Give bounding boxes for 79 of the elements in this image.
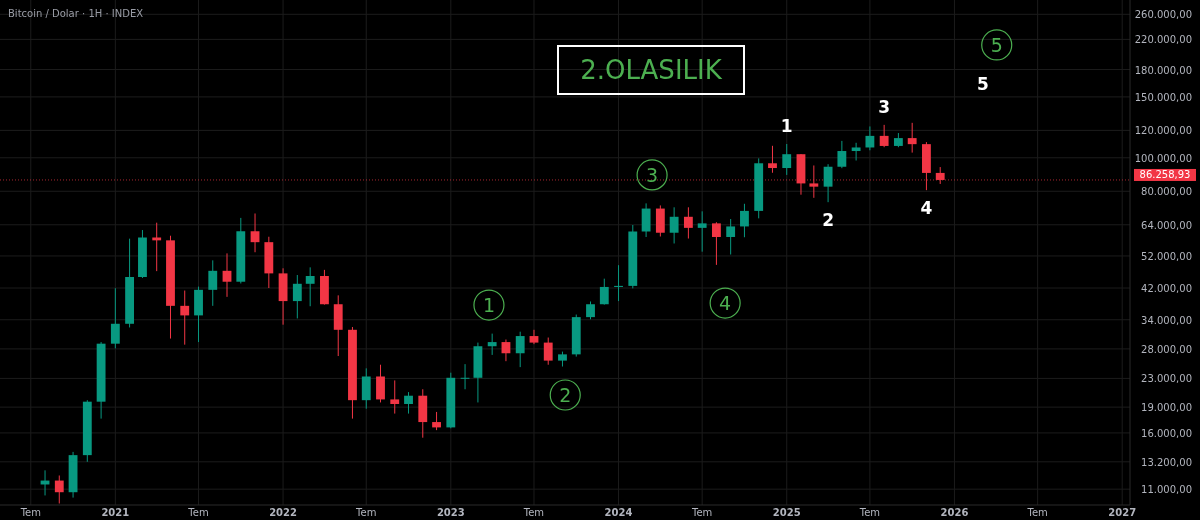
annotation: 5 [990, 33, 1003, 56]
candlestick [614, 264, 623, 302]
candlestick [837, 140, 847, 169]
y-tick-label: 13.200,00 [1141, 456, 1192, 468]
candlestick [292, 274, 302, 319]
annotation: 1 [482, 294, 495, 317]
annotation: 1 [780, 116, 793, 137]
candlestick [907, 122, 917, 154]
y-tick-label: 23.000,00 [1141, 373, 1192, 385]
candlestick [250, 212, 260, 253]
candlestick [599, 278, 609, 306]
y-tick-label: 180.000,00 [1134, 64, 1192, 76]
x-tick-label: 2025 [772, 507, 801, 518]
x-tick-label: Tem [522, 507, 545, 518]
candlestick [390, 379, 400, 415]
annotation: 5 [977, 74, 989, 94]
x-tick-label: 2024 [604, 507, 633, 518]
candlestick [782, 143, 792, 176]
candlestick [712, 221, 721, 266]
x-tick-label: Tem [858, 507, 881, 518]
y-tick-label: 42.000,00 [1141, 283, 1192, 295]
candlestick [740, 203, 749, 238]
candlestick [768, 145, 777, 174]
candlestick [851, 142, 861, 161]
candlestick [180, 290, 190, 346]
text: Bitcoin / Dolar · 1H · INDEX [8, 8, 144, 19]
candlestick [432, 411, 441, 431]
x-tick-label: 2022 [269, 507, 298, 518]
annotation: 4 [920, 198, 933, 219]
y-tick-label: 150.000,00 [1134, 91, 1192, 103]
candlestick [208, 259, 218, 307]
candlestick [110, 287, 120, 349]
y-tick-label: 260.000,00 [1134, 9, 1192, 21]
candlestick [683, 206, 693, 240]
annotation: 2 [559, 383, 572, 406]
x-tick-label: 2026 [940, 507, 969, 518]
y-tick-label: 11.000,00 [1141, 484, 1192, 496]
y-tick-label: 80.000,00 [1141, 186, 1192, 198]
candlestick [515, 331, 525, 368]
candlestick [529, 329, 539, 345]
ref-line-label: 86.258,93 [1139, 169, 1191, 181]
x-tick-label: Tem [187, 507, 209, 518]
candlestick [809, 164, 819, 199]
candlestick [865, 125, 875, 151]
y-tick-label: 16.000,00 [1141, 427, 1192, 439]
y-tick-label: 64.000,00 [1141, 219, 1192, 231]
candlestick [487, 333, 497, 356]
y-tick-label: 19.000,00 [1141, 402, 1192, 414]
x-tick-label: Tem [691, 507, 713, 518]
y-tick-label: 34.000,00 [1141, 314, 1192, 326]
candlestick [726, 218, 736, 256]
candlestick [669, 206, 679, 244]
candlestick [305, 266, 315, 307]
y-tick-label: 100.000,00 [1134, 152, 1192, 164]
x-tick-label: 2023 [436, 507, 465, 518]
candlestick [697, 210, 707, 253]
y-tick-label: 120.000,00 [1134, 125, 1192, 137]
annotation: 3 [646, 163, 659, 186]
candlestick [404, 391, 413, 415]
candlestick [222, 252, 232, 298]
candlestick [361, 367, 371, 410]
x-tick-label: Tem [19, 507, 41, 518]
candlestick [641, 202, 651, 238]
x-tick-label: 2021 [101, 507, 130, 518]
x-tick-label: Tem [355, 507, 377, 518]
text: 2.OLASILIK [580, 55, 723, 85]
candlestick [376, 364, 385, 403]
candlestick [879, 124, 889, 148]
x-tick-label: Tem [1026, 507, 1048, 518]
y-tick-label: 52.000,00 [1141, 250, 1192, 262]
annotation: 2 [822, 210, 835, 231]
annotation: 4 [719, 292, 732, 315]
y-tick-label: 220.000,00 [1134, 34, 1192, 46]
candlestick [543, 337, 553, 366]
candlestick [54, 474, 64, 504]
annotation: 3 [878, 96, 891, 117]
x-tick-label: 2027 [1108, 507, 1137, 518]
y-tick-label: 28.000,00 [1141, 343, 1192, 355]
candlestick [823, 163, 833, 203]
